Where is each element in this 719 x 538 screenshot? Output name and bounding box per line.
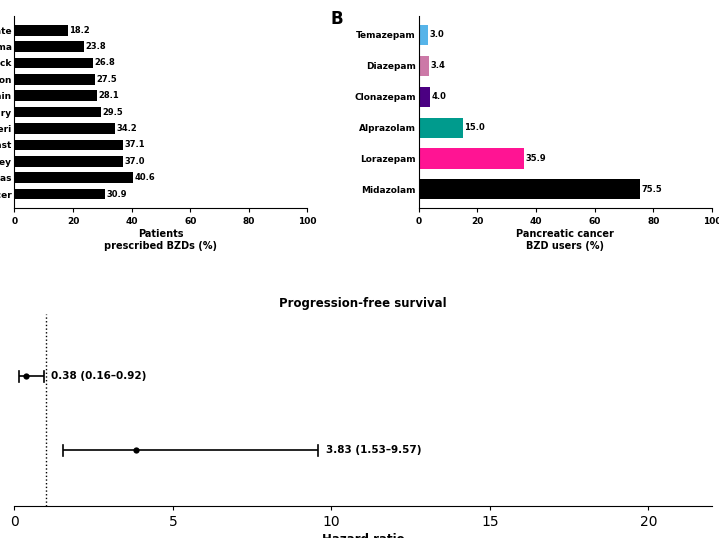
Text: 4.0: 4.0 <box>432 92 446 101</box>
Bar <box>14 90 97 101</box>
Bar <box>14 172 133 183</box>
Bar <box>14 189 105 200</box>
Bar <box>418 87 431 107</box>
Text: 28.1: 28.1 <box>99 91 119 100</box>
Bar <box>418 56 429 76</box>
Title: Progression-free survival: Progression-free survival <box>279 297 447 310</box>
Text: 26.8: 26.8 <box>94 59 115 67</box>
Text: 0.38 (0.16–0.92): 0.38 (0.16–0.92) <box>52 372 147 381</box>
X-axis label: Hazard ratio: Hazard ratio <box>322 533 404 538</box>
Text: B: B <box>331 10 344 29</box>
Text: 30.9: 30.9 <box>106 189 127 199</box>
Text: 37.0: 37.0 <box>124 157 145 166</box>
Text: 34.2: 34.2 <box>116 124 137 133</box>
Bar <box>14 123 114 134</box>
Text: 40.6: 40.6 <box>135 173 155 182</box>
X-axis label: Patients
prescribed BZDs (%): Patients prescribed BZDs (%) <box>104 229 217 251</box>
Text: 35.9: 35.9 <box>526 154 546 163</box>
Bar <box>418 117 463 138</box>
Text: 23.8: 23.8 <box>86 42 106 51</box>
Bar <box>14 107 101 117</box>
Bar <box>418 148 524 168</box>
X-axis label: Pancreatic cancer
BZD users (%): Pancreatic cancer BZD users (%) <box>516 229 614 251</box>
Bar <box>418 179 640 200</box>
Text: 3.83 (1.53–9.57): 3.83 (1.53–9.57) <box>326 445 421 455</box>
Bar <box>14 41 84 52</box>
Text: 3.0: 3.0 <box>429 31 444 39</box>
Bar <box>14 156 123 167</box>
Text: 15.0: 15.0 <box>464 123 485 132</box>
Text: 37.1: 37.1 <box>124 140 145 150</box>
Bar <box>14 58 93 68</box>
Text: 3.4: 3.4 <box>430 61 445 70</box>
Text: 29.5: 29.5 <box>102 108 123 117</box>
Bar <box>418 25 428 45</box>
Text: 75.5: 75.5 <box>641 185 662 194</box>
Text: 18.2: 18.2 <box>69 26 90 34</box>
Bar <box>14 25 68 36</box>
Text: 27.5: 27.5 <box>96 75 117 84</box>
Bar <box>14 74 95 84</box>
Bar <box>14 139 123 150</box>
